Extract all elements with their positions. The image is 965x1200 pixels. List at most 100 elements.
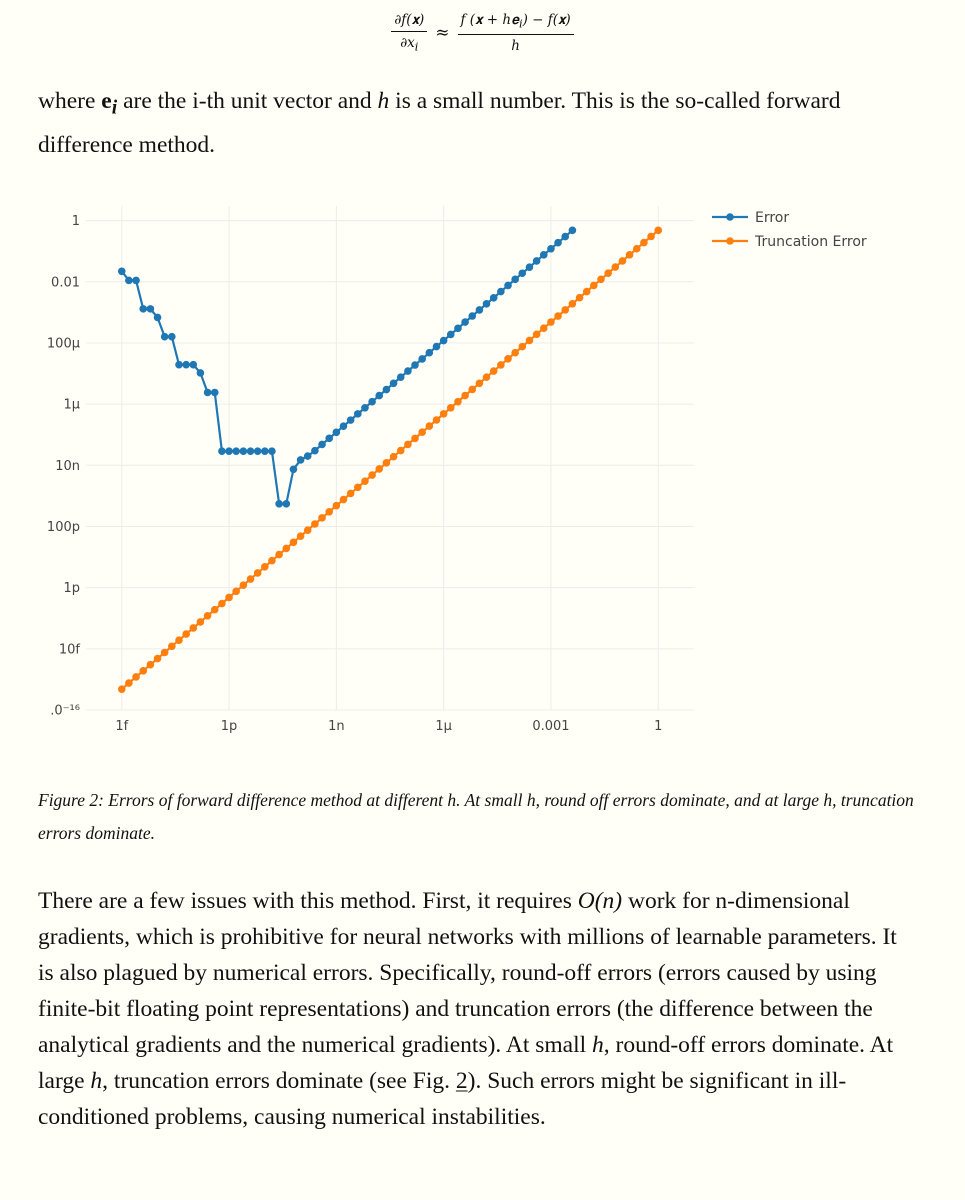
error-point: [203, 388, 212, 397]
series-layer: [117, 226, 663, 693]
truncation-error-point: [597, 275, 605, 284]
error-point: [246, 447, 255, 455]
y-tick-label: 100μ: [47, 336, 80, 351]
legend-item[interactable]: Truncation Error: [712, 234, 867, 250]
truncation-error-point: [568, 299, 577, 308]
truncation-error-point: [146, 660, 155, 669]
body-paragraph: There are a few issues with this method.…: [38, 883, 918, 1135]
truncation-error-point: [497, 361, 505, 369]
derivative-denominator-subscript: i: [414, 40, 419, 54]
error-point: [561, 232, 570, 241]
truncation-error-line: [121, 229, 659, 690]
error-point: [261, 447, 269, 455]
truncation-error-point: [246, 575, 255, 583]
body-h-2: h: [90, 1068, 103, 1094]
truncation-error-point: [468, 385, 477, 394]
intro-paragraph: where ei are the i-th unit vector and h …: [38, 83, 918, 163]
truncation-error-point: [182, 630, 190, 638]
caption-text-1: Figure 2: Errors of forward difference m…: [38, 790, 448, 810]
difference-numerator-end: ) − f(𝐱): [522, 12, 571, 28]
error-point: [125, 276, 133, 285]
error-point: [218, 447, 226, 455]
legend-label: Error: [755, 210, 789, 226]
error-point: [132, 276, 140, 285]
truncation-error-point: [611, 263, 620, 271]
error-point: [511, 275, 519, 284]
error-point: [525, 263, 534, 271]
caption-h-3: h: [823, 790, 833, 810]
error-point: [303, 452, 312, 460]
error-point: [325, 434, 334, 443]
truncation-error-point: [525, 336, 534, 345]
truncation-error-point: [382, 459, 391, 467]
error-point: [117, 267, 126, 276]
y-tick-label: 0.01: [51, 275, 80, 290]
truncation-error-point: [618, 257, 627, 265]
error-point: [411, 361, 419, 369]
x-tick-label: 0.001: [532, 719, 569, 734]
error-point: [375, 391, 384, 400]
error-point: [225, 447, 233, 455]
truncation-error-point: [253, 569, 262, 577]
difference-denominator: h: [511, 37, 520, 54]
truncation-error-point: [547, 318, 555, 326]
chart-legend[interactable]: Error Truncation Error: [712, 210, 867, 250]
truncation-error-point: [268, 556, 276, 565]
truncation-error-point: [139, 667, 148, 675]
error-point: [475, 306, 484, 314]
truncation-error-point: [604, 269, 612, 277]
error-point: [568, 226, 577, 235]
y-tick-label: 10f: [59, 642, 81, 657]
figure-reference-link[interactable]: 2: [455, 1068, 468, 1094]
error-point: [182, 360, 190, 369]
error-point: [396, 373, 405, 381]
truncation-error-point: [439, 410, 448, 418]
error-point: [518, 269, 527, 278]
truncation-error-point: [232, 587, 240, 596]
truncation-error-point: [289, 538, 298, 547]
error-point: [153, 313, 162, 322]
truncation-error-point: [482, 373, 491, 382]
y-tick-label: 1p: [63, 581, 80, 596]
error-point: [239, 447, 248, 455]
approx-symbol: ≈: [435, 22, 450, 43]
error-point: [232, 447, 240, 455]
derivative-numerator: ∂f(𝐱): [391, 12, 428, 32]
x-axis-ticks: 1f 1p 1n 1μ 0.001 1: [115, 719, 662, 734]
legend-item[interactable]: Error: [712, 210, 789, 226]
truncation-error-point: [518, 342, 527, 351]
truncation-error-point: [418, 428, 426, 437]
unit-vector-letter: e: [101, 88, 112, 114]
y-tick-label: 10n: [55, 459, 80, 474]
truncation-error-point: [389, 452, 398, 461]
truncation-error-point: [160, 648, 169, 657]
y-tick-label: 100p: [47, 520, 80, 535]
error-point: [361, 403, 369, 412]
truncation-error-point: [396, 446, 405, 455]
error-point: [332, 428, 341, 437]
error-point: [139, 305, 148, 313]
error-point: [311, 446, 319, 455]
error-point: [346, 416, 355, 424]
error-point: [504, 281, 512, 290]
error-point: [168, 332, 176, 341]
truncation-error-point: [446, 403, 455, 412]
error-point: [489, 293, 498, 302]
body-text-1: There are a few issues with this method.…: [38, 888, 578, 914]
error-point: [482, 300, 491, 308]
truncation-error-point: [475, 379, 484, 388]
truncation-error-point: [203, 611, 212, 620]
truncation-error-point: [425, 422, 434, 430]
truncation-error-point: [504, 355, 512, 363]
unit-vector-subscript: i: [111, 97, 118, 119]
truncation-error-point: [189, 624, 198, 632]
error-point: [432, 342, 441, 351]
body-h-1: h: [592, 1032, 604, 1058]
truncation-error-point: [125, 679, 133, 687]
y-axis-ticks: .0⁻¹⁶ 10f 1p 100p 10n 1μ 100μ 0.01 1: [47, 214, 81, 718]
error-point: [418, 355, 426, 363]
truncation-error-point: [368, 471, 376, 479]
x-tick-label: 1n: [328, 719, 345, 734]
difference-numerator-subscript: i: [518, 17, 523, 31]
unit-vector-symbol: ei: [101, 88, 117, 119]
